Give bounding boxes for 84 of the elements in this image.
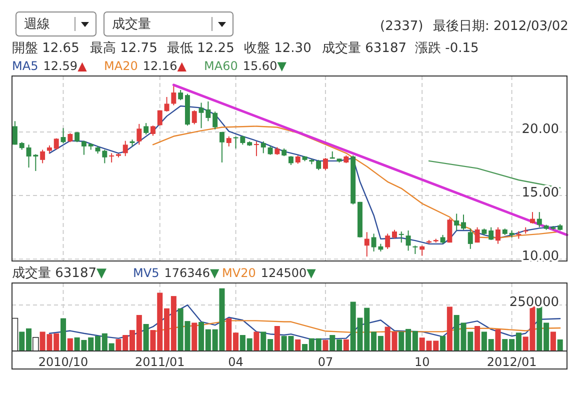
text: (2337) — [380, 19, 424, 34]
candlestick — [385, 233, 390, 250]
x-tick-label: 04 — [228, 355, 244, 369]
candlestick — [530, 212, 535, 224]
bar — [322, 340, 328, 351]
bar — [274, 326, 280, 351]
text: 漲跌 -0.15 — [415, 41, 479, 56]
text: 收盤 12.30 — [244, 41, 312, 56]
candlestick — [536, 212, 542, 228]
candlestick — [12, 120, 18, 146]
candlestick — [81, 140, 86, 156]
candlestick — [474, 226, 480, 244]
candlestick — [26, 144, 32, 168]
bar — [446, 306, 452, 351]
candlestick — [102, 149, 108, 164]
bar — [192, 322, 198, 351]
candlestick — [171, 86, 176, 106]
text: 最低 12.25 — [167, 41, 234, 56]
candlestick — [157, 110, 162, 126]
x-tick-label: 2010/10 — [38, 355, 88, 369]
text: 開盤 12.65 — [12, 41, 80, 56]
candlestick — [447, 218, 452, 244]
candlestick — [74, 131, 80, 143]
bar — [143, 324, 149, 351]
text: MA60 — [204, 59, 238, 73]
bar — [295, 339, 301, 351]
candlestick — [488, 226, 494, 241]
text: 124500▼ — [260, 266, 317, 280]
candlestick — [212, 111, 218, 130]
candlestick — [150, 125, 156, 136]
candlestick — [226, 136, 232, 147]
candlestick — [364, 232, 370, 258]
text: 176346▼ — [164, 266, 220, 280]
text: MA5 — [12, 59, 38, 73]
candlestick — [144, 122, 149, 135]
bar — [557, 339, 563, 351]
candlestick — [316, 159, 322, 171]
text: MV5 — [133, 266, 160, 280]
candlestick — [164, 96, 170, 112]
bar — [60, 318, 66, 351]
candlestick — [40, 149, 46, 164]
candlestick — [406, 230, 411, 252]
bar — [495, 329, 501, 351]
text: 15.60▼ — [242, 59, 288, 73]
candlestick — [122, 140, 128, 157]
line-series — [428, 160, 561, 188]
candlestick — [254, 140, 259, 157]
candlestick — [461, 214, 466, 230]
candlestick — [192, 110, 197, 125]
candlestick — [322, 158, 328, 171]
text: 最後日期: 2012/03/02 — [433, 19, 568, 34]
candlestick — [468, 228, 473, 250]
candlestick — [178, 89, 184, 101]
candlestick — [420, 245, 425, 256]
bar — [550, 332, 556, 351]
bar — [343, 339, 349, 351]
x-tick-label: 2011/01 — [134, 355, 185, 369]
x-tick-label: 10 — [414, 355, 430, 369]
candlestick — [136, 123, 142, 146]
bar — [67, 338, 73, 351]
bar — [254, 332, 260, 351]
candlestick — [33, 154, 38, 172]
bar — [440, 336, 446, 351]
text: 12.16▲ — [142, 59, 188, 73]
candlestick — [454, 213, 460, 231]
candlestick — [219, 131, 224, 163]
text: 最高 12.75 — [90, 40, 158, 56]
text: MA20 — [104, 59, 138, 73]
text: 成交量 — [112, 16, 151, 32]
candlestick — [496, 226, 500, 244]
x-tick-label: 07 — [318, 355, 334, 369]
text: 12.59▲ — [43, 59, 88, 73]
text: 成交量 63187▼ — [12, 265, 106, 281]
y-tick-label: 10.00 — [522, 248, 559, 264]
text: 週線 — [24, 16, 50, 32]
candlestick — [109, 152, 114, 163]
y-tick-label: 20.00 — [522, 121, 559, 137]
bar — [474, 326, 480, 351]
text: 成交量 63187 — [322, 40, 406, 56]
y-tick-label: 15.00 — [522, 185, 559, 200]
text: MV20 — [222, 266, 256, 280]
candlestick — [398, 231, 404, 244]
x-tick-label: 2012/01 — [486, 355, 537, 369]
candlestick — [260, 140, 266, 154]
